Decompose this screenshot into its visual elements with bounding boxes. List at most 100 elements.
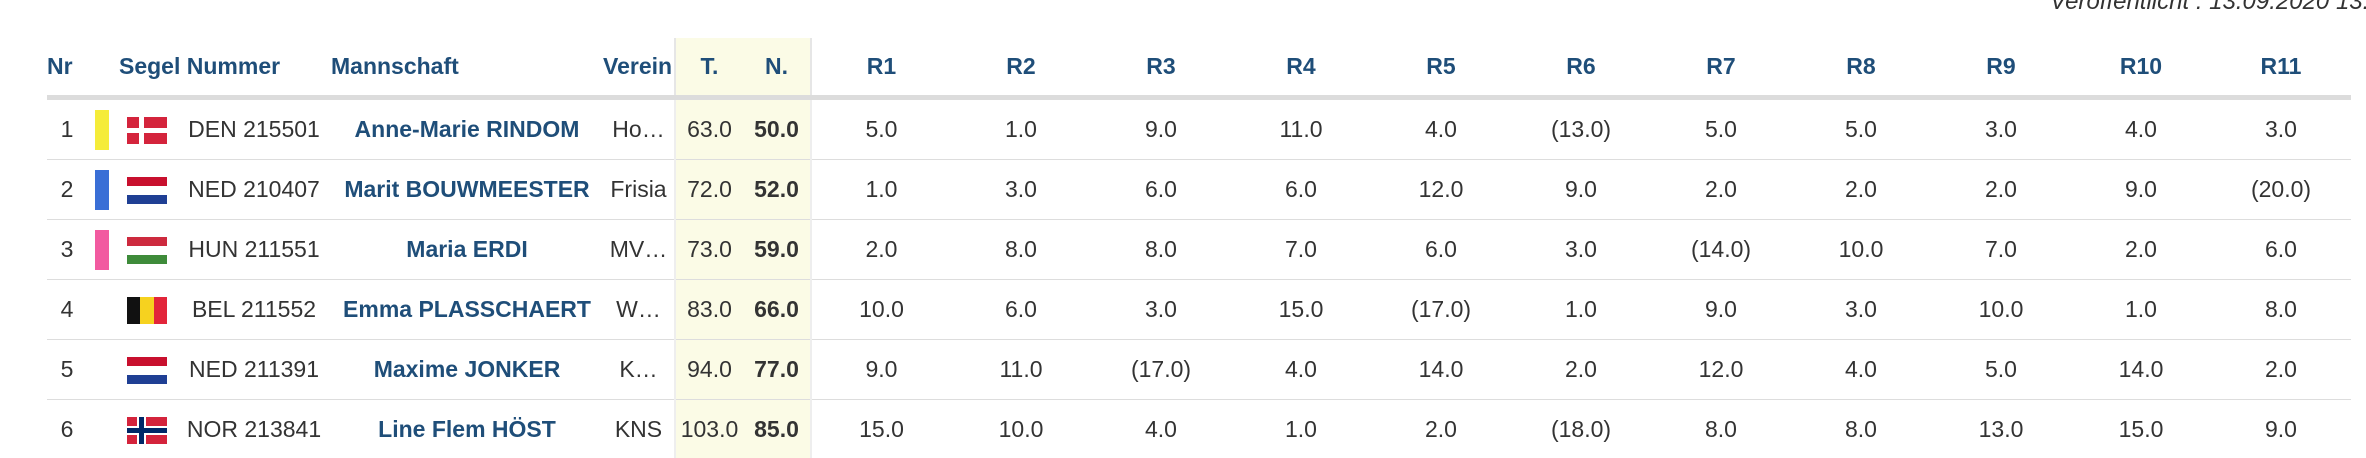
race-score-cell: 7.0	[1231, 219, 1371, 280]
race-score-cell: 4.0	[1091, 399, 1231, 458]
header-nr[interactable]: Nr	[47, 38, 87, 100]
net-points-cell: 59.0	[743, 219, 812, 280]
race-score-cell: 9.0	[811, 339, 951, 400]
table-row[interactable]: 2 NED 210407 Marit BOUWMEESTER Frisia 72.0 52…	[47, 159, 2351, 220]
race-score-cell: 6.0	[1231, 159, 1371, 220]
flag-cell	[117, 97, 177, 160]
race-score-cell: 12.0	[1651, 339, 1791, 400]
header-race-8[interactable]: R8	[1791, 38, 1931, 100]
table-row[interactable]: 1 DEN 215501 Anne-Marie RINDOM Ho… 63.0 50.0 5…	[47, 97, 2351, 160]
race-score-cell: 14.0	[2071, 339, 2211, 400]
header-race-7[interactable]: R7	[1651, 38, 1791, 100]
race-score-cell: (18.0)	[1511, 399, 1651, 458]
race-score-cell: 15.0	[1231, 279, 1371, 340]
crew-name-link[interactable]: Maria ERDI	[331, 219, 603, 280]
marker-cell	[87, 399, 117, 458]
race-score-cell: 1.0	[1511, 279, 1651, 340]
crew-name-link[interactable]: Emma PLASSCHAERT	[331, 279, 603, 340]
race-score-cell: 9.0	[2071, 159, 2211, 220]
race-score-cell: 2.0	[1931, 159, 2071, 220]
header-race-2[interactable]: R2	[951, 38, 1091, 100]
header-race-4[interactable]: R4	[1231, 38, 1371, 100]
header-sail-number[interactable]: Segel Nummer	[87, 38, 331, 100]
race-score-cell: 13.0	[1931, 399, 2071, 458]
header-net[interactable]: N.	[743, 38, 812, 100]
rank-cell: 3	[47, 219, 87, 280]
race-score-cell: 9.0	[1091, 97, 1231, 160]
header-race-5[interactable]: R5	[1371, 38, 1511, 100]
race-score-cell: 4.0	[2071, 97, 2211, 160]
color-marker	[95, 290, 109, 330]
total-points-cell: 73.0	[674, 219, 743, 280]
results-table: Nr Segel Nummer Mannschaft Verein T. N. …	[47, 38, 2351, 458]
club-cell: W…	[603, 279, 675, 340]
crew-name-link[interactable]: Maxime JONKER	[331, 339, 603, 400]
header-total[interactable]: T.	[674, 38, 743, 100]
race-score-cell: 9.0	[1651, 279, 1791, 340]
header-race-10[interactable]: R10	[2071, 38, 2211, 100]
total-points-cell: 94.0	[674, 339, 743, 400]
crew-name-link[interactable]: Line Flem HÖST	[331, 399, 603, 458]
header-race-3[interactable]: R3	[1091, 38, 1231, 100]
race-score-cell: 3.0	[1091, 279, 1231, 340]
rank-cell: 6	[47, 399, 87, 458]
race-score-cell: 1.0	[2071, 279, 2211, 340]
total-points-cell: 103.0	[674, 399, 743, 458]
table-row[interactable]: 5 NED 211391 Maxime JONKER K… 94.0 77.0 9.0 11.…	[47, 339, 2351, 400]
race-score-cell: 6.0	[1371, 219, 1511, 280]
race-score-cell: 15.0	[2071, 399, 2211, 458]
header-race-6[interactable]: R6	[1511, 38, 1651, 100]
header-race-1[interactable]: R1	[811, 38, 951, 100]
sail-number-cell: NED 210407	[177, 159, 331, 220]
total-points-cell: 83.0	[674, 279, 743, 340]
table-row[interactable]: 3 HUN 211551 Maria ERDI MV… 73.0 59.0 2.0 8.0 8.…	[47, 219, 2351, 280]
crew-name-link[interactable]: Anne-Marie RINDOM	[331, 97, 603, 160]
table-header-row: Nr Segel Nummer Mannschaft Verein T. N. …	[47, 38, 2351, 100]
flag-ned-icon	[127, 176, 167, 204]
race-score-cell: 10.0	[951, 399, 1091, 458]
race-score-cell: (17.0)	[1371, 279, 1511, 340]
header-race-11[interactable]: R11	[2211, 38, 2351, 100]
race-score-cell: 3.0	[2211, 97, 2351, 160]
flag-cell	[117, 339, 177, 400]
club-cell: KNS	[603, 399, 675, 458]
sail-number-cell: BEL 211552	[177, 279, 331, 340]
race-score-cell: 4.0	[1371, 97, 1511, 160]
race-score-cell: 6.0	[1091, 159, 1231, 220]
header-crew[interactable]: Mannschaft	[331, 38, 603, 100]
net-points-cell: 52.0	[743, 159, 812, 220]
header-club[interactable]: Verein	[603, 38, 675, 100]
race-score-cell: 2.0	[1511, 339, 1651, 400]
race-score-cell: 5.0	[1791, 97, 1931, 160]
header-race-9[interactable]: R9	[1931, 38, 2071, 100]
flag-cell	[117, 159, 177, 220]
crew-name-link[interactable]: Marit BOUWMEESTER	[331, 159, 603, 220]
total-points-cell: 72.0	[674, 159, 743, 220]
race-score-cell: 10.0	[811, 279, 951, 340]
club-cell: K…	[603, 339, 675, 400]
marker-cell	[87, 159, 117, 220]
race-score-cell: 2.0	[1791, 159, 1931, 220]
club-cell: MV…	[603, 219, 675, 280]
rank-cell: 5	[47, 339, 87, 400]
race-score-cell: 8.0	[951, 219, 1091, 280]
marker-cell	[87, 219, 117, 280]
sail-number-cell: DEN 215501	[177, 97, 331, 160]
race-score-cell: 3.0	[1791, 279, 1931, 340]
race-score-cell: 9.0	[1511, 159, 1651, 220]
table-row[interactable]: 6 NOR 213841 Line Flem HÖST KNS 103.0 85.0 15.…	[47, 399, 2351, 458]
race-score-cell: 1.0	[811, 159, 951, 220]
marker-cell	[87, 279, 117, 340]
race-score-cell: (20.0)	[2211, 159, 2351, 220]
race-score-cell: 5.0	[1931, 339, 2071, 400]
flag-bel-icon	[127, 296, 167, 324]
race-score-cell: 7.0	[1931, 219, 2071, 280]
flag-cell	[117, 279, 177, 340]
race-score-cell: (13.0)	[1511, 97, 1651, 160]
race-score-cell: 15.0	[811, 399, 951, 458]
race-score-cell: 5.0	[1651, 97, 1791, 160]
table-row[interactable]: 4 BEL 211552 Emma PLASSCHAERT W… 83.0 66.0 10.…	[47, 279, 2351, 340]
marker-cell	[87, 339, 117, 400]
race-score-cell: (14.0)	[1651, 219, 1791, 280]
